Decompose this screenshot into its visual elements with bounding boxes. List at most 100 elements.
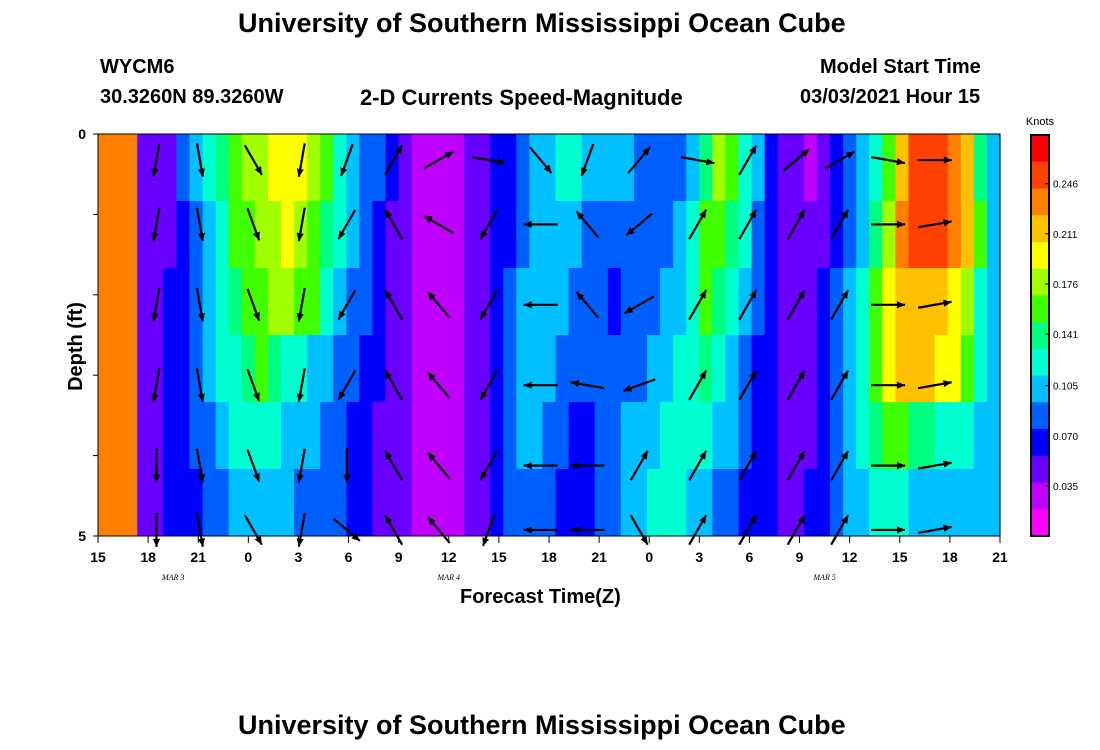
colorbar-segment xyxy=(1031,529,1049,537)
heatmap-cell xyxy=(477,402,491,470)
heatmap-cell xyxy=(333,402,347,470)
heatmap-cell xyxy=(764,469,779,537)
heatmap-cell xyxy=(699,402,714,470)
heatmap-cell xyxy=(137,402,151,470)
heatmap-cell xyxy=(777,134,792,202)
heatmap-cell xyxy=(464,268,478,336)
heatmap-cell xyxy=(124,402,138,470)
colorbar-segment xyxy=(1031,282,1049,290)
heatmap-cell xyxy=(437,469,452,537)
station-id: WYCM6 xyxy=(100,56,175,78)
heatmap-cell xyxy=(934,402,949,470)
heatmap-cell xyxy=(699,134,714,202)
heatmap-cell xyxy=(764,201,779,269)
heatmap-cell xyxy=(764,134,779,202)
heatmap-cell xyxy=(568,469,583,537)
heatmap-cell xyxy=(816,335,831,403)
y-axis-title: Depth (ft) xyxy=(64,302,87,391)
heatmap-cell xyxy=(346,335,361,403)
heatmap-cell xyxy=(830,201,844,269)
heatmap-cell xyxy=(254,134,269,202)
heatmap-cell xyxy=(542,469,557,537)
heatmap-cell xyxy=(529,134,544,202)
heatmap-cell xyxy=(843,268,857,336)
current-vector xyxy=(296,368,306,403)
current-vector xyxy=(786,369,806,401)
heatmap-cell xyxy=(477,134,491,202)
heatmap-cell xyxy=(973,469,988,537)
heatmap-cell xyxy=(437,134,452,202)
colorbar-segment xyxy=(1031,315,1049,323)
colorbar-segment xyxy=(1031,255,1049,263)
heatmap-cell xyxy=(947,335,962,403)
current-vector xyxy=(786,289,806,321)
heatmap-cell xyxy=(581,201,596,269)
current-vector xyxy=(917,460,952,470)
heatmap-cell xyxy=(215,268,230,336)
heatmap-cell xyxy=(137,201,151,269)
heatmap-cell xyxy=(620,134,635,202)
heatmap-cell xyxy=(98,268,112,336)
y-axis-ticks: 05 xyxy=(78,126,98,544)
heatmap-cell xyxy=(581,268,596,336)
heatmap-cell xyxy=(215,469,230,537)
heatmap-cell xyxy=(882,134,897,202)
heatmap-cell xyxy=(98,402,112,470)
current-vector xyxy=(830,369,850,401)
heatmap-cell xyxy=(542,201,557,269)
current-vector xyxy=(738,144,758,176)
current-vector xyxy=(243,144,263,176)
colorbar-segment xyxy=(1031,181,1049,190)
heatmap-cell xyxy=(764,268,779,336)
current-vector xyxy=(343,448,351,483)
colorbar-segment xyxy=(1031,201,1049,210)
heatmap-cell xyxy=(372,201,387,269)
heatmap-cell xyxy=(633,335,648,403)
current-vector xyxy=(830,209,850,240)
heatmap-cell xyxy=(960,335,975,403)
colorbar-segment xyxy=(1031,462,1049,470)
heatmap-cell xyxy=(529,268,544,336)
heatmap-cell xyxy=(542,268,557,336)
heatmap-cell xyxy=(882,469,897,537)
heatmap-cell xyxy=(633,469,648,537)
heatmap-cell xyxy=(856,201,870,269)
heatmap-cell xyxy=(215,134,230,202)
heatmap-cell xyxy=(450,201,465,269)
heatmap-cell xyxy=(516,469,530,537)
heatmap-cell xyxy=(908,201,923,269)
current-vector xyxy=(479,450,499,481)
heatmap-cell xyxy=(385,201,400,269)
current-vector xyxy=(384,289,404,321)
heatmap-cell xyxy=(869,469,883,537)
current-vector xyxy=(482,513,496,547)
current-vector xyxy=(830,514,850,546)
current-vector xyxy=(738,289,758,321)
heatmap-cell xyxy=(568,201,583,269)
current-vector xyxy=(426,516,451,544)
colorbar-segment xyxy=(1031,395,1049,403)
heatmap-cell xyxy=(973,402,988,470)
heatmap-cell xyxy=(816,469,831,537)
heatmap-cell xyxy=(751,201,766,269)
heatmap-cell xyxy=(856,268,870,336)
colorbar-segment xyxy=(1031,195,1049,203)
current-vector xyxy=(786,450,806,481)
heatmap-cell xyxy=(594,268,609,336)
heatmap-cell xyxy=(647,268,661,336)
heatmap-cell xyxy=(124,335,138,403)
heatmap-cell xyxy=(202,402,217,470)
heatmap-cell xyxy=(189,402,204,470)
heatmap-cell xyxy=(398,402,413,470)
heatmap-cell xyxy=(895,335,910,403)
colorbar-segment xyxy=(1031,455,1049,464)
heatmap-cell xyxy=(228,134,243,202)
colorbar: Knots 0.246 0.211 0.176 0.141 0.105 0.070 0.035 xyxy=(1026,116,1078,537)
heatmap-cell xyxy=(176,335,191,403)
current-vector xyxy=(523,220,558,228)
heatmap-cell xyxy=(450,134,465,202)
heatmap-cell xyxy=(163,402,178,470)
heatmap-cell xyxy=(633,201,648,269)
heatmap-cell xyxy=(241,402,256,470)
x-tick-label: 15 xyxy=(892,549,908,565)
